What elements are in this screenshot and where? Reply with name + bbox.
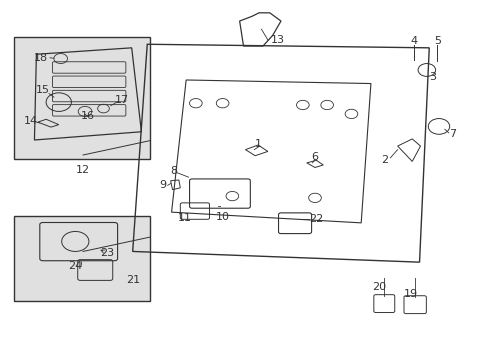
Text: 1: 1: [254, 139, 261, 149]
Text: 4: 4: [409, 36, 416, 46]
Text: 12: 12: [76, 165, 90, 175]
Text: 2: 2: [380, 156, 387, 165]
Text: 17: 17: [115, 95, 129, 105]
Text: 23: 23: [100, 248, 114, 258]
FancyBboxPatch shape: [14, 216, 149, 301]
Text: 20: 20: [372, 282, 386, 292]
Text: 9: 9: [160, 180, 166, 190]
Text: 5: 5: [434, 36, 441, 46]
Text: 6: 6: [311, 152, 318, 162]
Text: 3: 3: [429, 72, 436, 82]
FancyBboxPatch shape: [14, 37, 149, 158]
Text: 21: 21: [126, 275, 141, 285]
Text: 10: 10: [215, 212, 229, 222]
Text: 18: 18: [34, 53, 48, 63]
Text: 15: 15: [36, 85, 50, 95]
Text: 14: 14: [23, 116, 38, 126]
Text: 24: 24: [68, 261, 82, 271]
Text: 8: 8: [170, 166, 177, 176]
Text: 11: 11: [178, 213, 192, 223]
Text: 16: 16: [81, 111, 95, 121]
Text: 19: 19: [403, 289, 417, 299]
Text: 7: 7: [448, 129, 455, 139]
Text: 22: 22: [308, 213, 322, 224]
Text: 13: 13: [271, 35, 285, 45]
